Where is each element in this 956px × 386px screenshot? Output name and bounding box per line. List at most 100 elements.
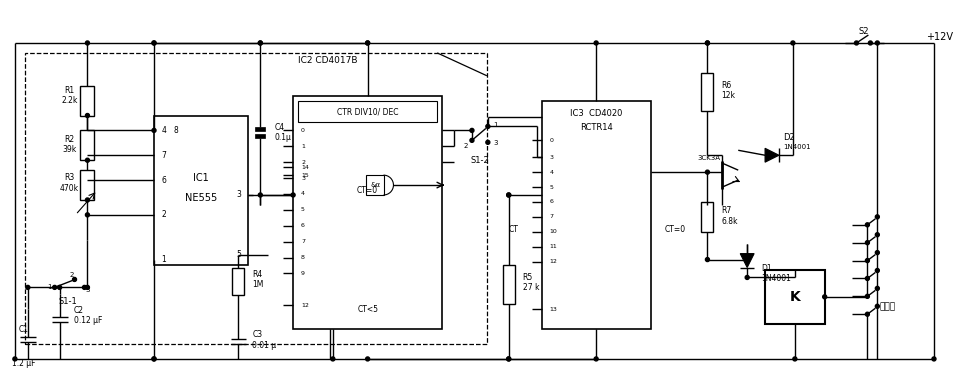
Text: R5
27 k: R5 27 k [523,273,539,292]
Circle shape [876,233,880,237]
Bar [503,264,514,304]
Polygon shape [740,254,754,267]
Circle shape [876,286,880,290]
Circle shape [85,198,90,202]
Circle shape [53,285,56,290]
Bar [298,101,437,122]
Text: D1
1N4001: D1 1N4001 [761,264,791,283]
Text: 4: 4 [162,126,166,135]
Circle shape [470,129,474,132]
Text: 2: 2 [301,160,305,165]
Circle shape [152,41,156,45]
Circle shape [57,285,61,290]
Circle shape [876,269,880,273]
Text: 2: 2 [162,210,166,219]
Text: 0: 0 [550,138,554,143]
Circle shape [85,213,90,217]
Text: 4: 4 [550,169,554,174]
Text: &α: &α [371,182,380,188]
Text: IC3  CD4020: IC3 CD4020 [570,109,622,118]
Circle shape [865,223,869,227]
Circle shape [706,257,709,262]
Circle shape [507,193,511,197]
Circle shape [85,113,90,117]
Circle shape [365,41,370,45]
Text: R6
12k: R6 12k [722,81,735,100]
Text: R4
1M: R4 1M [252,270,264,289]
Polygon shape [765,148,779,162]
Bar [255,127,265,131]
Bar [765,269,825,324]
Circle shape [865,259,869,262]
Text: 5: 5 [550,185,554,190]
Circle shape [152,357,156,361]
Circle shape [876,215,880,219]
Text: 1N4001: 1N4001 [783,144,811,150]
Text: 14: 14 [301,165,309,170]
Text: 4: 4 [301,191,305,196]
Circle shape [876,41,880,45]
Bar [232,267,245,295]
Circle shape [26,285,30,290]
Text: C3
0.01 μ: C3 0.01 μ [252,330,276,350]
Bar [80,86,95,115]
Text: C4
0.1μ: C4 0.1μ [274,123,292,142]
Text: NE555: NE555 [185,193,217,203]
Circle shape [876,304,880,308]
Text: S1-1: S1-1 [58,297,76,306]
Text: 3CK3A: 3CK3A [698,155,721,161]
Text: 1: 1 [493,122,498,129]
Circle shape [331,357,335,361]
Text: 1: 1 [48,284,52,290]
Circle shape [507,357,511,361]
Circle shape [365,41,370,45]
Circle shape [486,141,489,144]
Circle shape [152,357,156,361]
Text: IC2 CD4017B: IC2 CD4017B [298,56,358,65]
Text: 接负载: 接负载 [880,303,896,312]
Bar [80,170,95,200]
Circle shape [85,41,90,45]
Circle shape [13,357,17,361]
Bar [541,101,651,329]
Circle shape [706,41,709,45]
Text: RCTR14: RCTR14 [579,123,613,132]
Text: 7: 7 [162,151,166,160]
Text: CT: CT [509,225,518,234]
Circle shape [865,312,869,316]
Circle shape [791,41,794,45]
Circle shape [258,41,262,45]
Text: 1: 1 [301,144,305,149]
Text: 3: 3 [236,190,241,200]
Text: S1-2: S1-2 [470,156,489,165]
Circle shape [823,295,827,299]
Text: 2: 2 [70,273,74,278]
Text: CT=0: CT=0 [665,225,686,234]
Circle shape [865,295,869,298]
Circle shape [855,41,858,45]
Text: 7: 7 [550,214,554,219]
Circle shape [868,41,873,45]
Circle shape [793,357,797,361]
Text: 1.2 μF: 1.2 μF [12,359,35,368]
Bar [365,175,383,195]
Text: R3
470k: R3 470k [60,173,79,193]
Circle shape [595,357,598,361]
Text: D2: D2 [783,133,794,142]
Text: C2
0.12 μF: C2 0.12 μF [74,305,102,325]
Circle shape [932,357,936,361]
Text: CT<5: CT<5 [358,305,379,314]
Text: C1: C1 [19,325,29,334]
Circle shape [876,251,880,255]
Text: 0: 0 [301,128,305,133]
Circle shape [470,138,474,142]
Text: S2: S2 [858,27,869,36]
Circle shape [85,158,90,162]
Text: 5: 5 [301,207,305,212]
Text: K: K [790,290,800,304]
Text: 3: 3 [493,141,498,146]
Text: 12: 12 [550,259,557,264]
Text: R2
39k: R2 39k [62,135,76,154]
Bar [154,115,249,264]
Text: 8: 8 [301,255,305,260]
